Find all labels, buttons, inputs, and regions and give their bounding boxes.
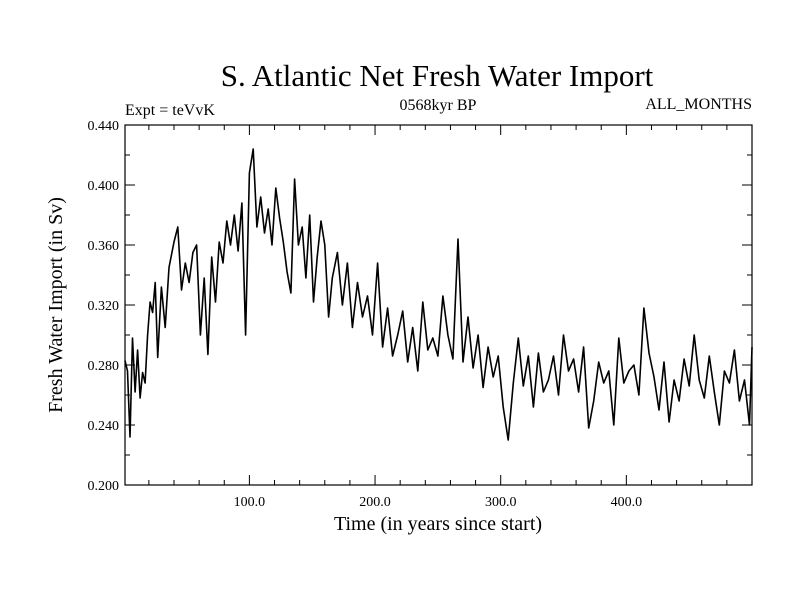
x-tick-label: 100.0 [234, 495, 266, 510]
months-label: ALL_MONTHS [645, 96, 752, 113]
y-tick-label: 0.320 [88, 299, 120, 314]
y-tick-label: 0.360 [88, 239, 120, 254]
x-tick-label: 300.0 [485, 495, 517, 510]
plot-frame [124, 124, 753, 486]
y-tick-label: 0.240 [88, 419, 120, 434]
x-axis-label: Time (in years since start) [334, 513, 542, 535]
y-axis-label: Fresh Water Import (in Sv) [45, 197, 67, 413]
y-axis: 0.200 0.240 0.280 0.320 0.360 0.400 0.440 [88, 119, 752, 494]
y-tick-label: 0.440 [88, 119, 120, 134]
y-tick-label: 0.200 [88, 479, 120, 494]
series-layer [124, 148, 753, 441]
experiment-label: Expt = teVvK [125, 102, 215, 119]
x-tick-label: 200.0 [359, 495, 391, 510]
series-line [124, 148, 753, 441]
y-tick-label: 0.400 [88, 179, 120, 194]
period-label: 0568kyr BP [400, 97, 477, 114]
x-axis: 100.0 200.0 300.0 400.0 [148, 125, 728, 510]
chart-title: S. Atlantic Net Fresh Water Import [221, 58, 654, 93]
y-tick-label: 0.280 [88, 359, 120, 374]
x-tick-label: 400.0 [611, 495, 643, 510]
